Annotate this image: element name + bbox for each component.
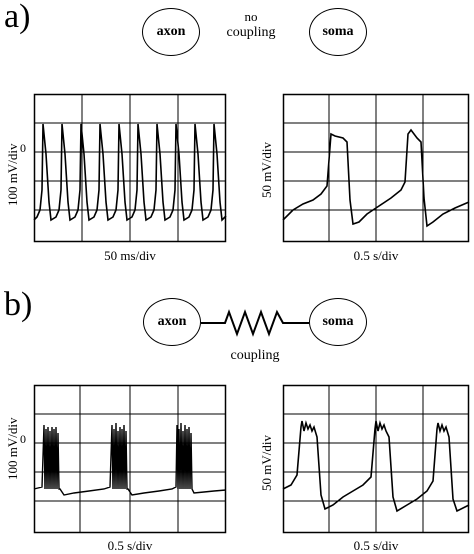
b-right-plot [282, 384, 470, 534]
a-left-grid [33, 93, 227, 243]
b-left-xlabel: 0.5 s/div [107, 538, 153, 553]
coupling-resistor [201, 309, 309, 337]
axon-node-a: axon [142, 8, 200, 56]
b-left-ylabel: 100 mV/div [5, 417, 20, 480]
a-left-zero-tick: 0 [20, 141, 26, 155]
b-left-trace [33, 422, 227, 496]
axon-node-b: axon [143, 298, 201, 346]
b-right-xlabel: 0.5 s/div [353, 538, 399, 553]
b-left-zero-tick: 0 [20, 432, 26, 446]
a-left-ylabel: 100 mV/div [5, 143, 20, 206]
coupling-label: coupling [230, 348, 280, 363]
a-left-trace [33, 123, 227, 222]
a-right-plot [282, 93, 470, 243]
soma-node-a: soma [309, 8, 367, 56]
b-right-trace [282, 420, 470, 513]
no-coupling-label: no coupling [216, 9, 286, 41]
a-right-trace [282, 128, 470, 228]
a-right-xlabel: 0.5 s/div [353, 248, 399, 263]
b-left-plot [33, 384, 227, 534]
no-coupling-line2: coupling [226, 24, 276, 40]
panel-a-label: a) [4, 0, 31, 35]
b-left-grid [33, 384, 227, 534]
no-coupling-line1: no [244, 9, 258, 24]
a-right-grid [282, 93, 470, 243]
a-left-xlabel: 50 ms/div [104, 248, 156, 263]
panel-b-label: b) [4, 286, 33, 323]
a-left-plot [33, 93, 227, 243]
b-right-ylabel: 50 mV/div [259, 435, 274, 491]
a-right-ylabel: 50 mV/div [259, 142, 274, 198]
b-right-grid [282, 384, 470, 534]
soma-node-b: soma [309, 298, 367, 346]
